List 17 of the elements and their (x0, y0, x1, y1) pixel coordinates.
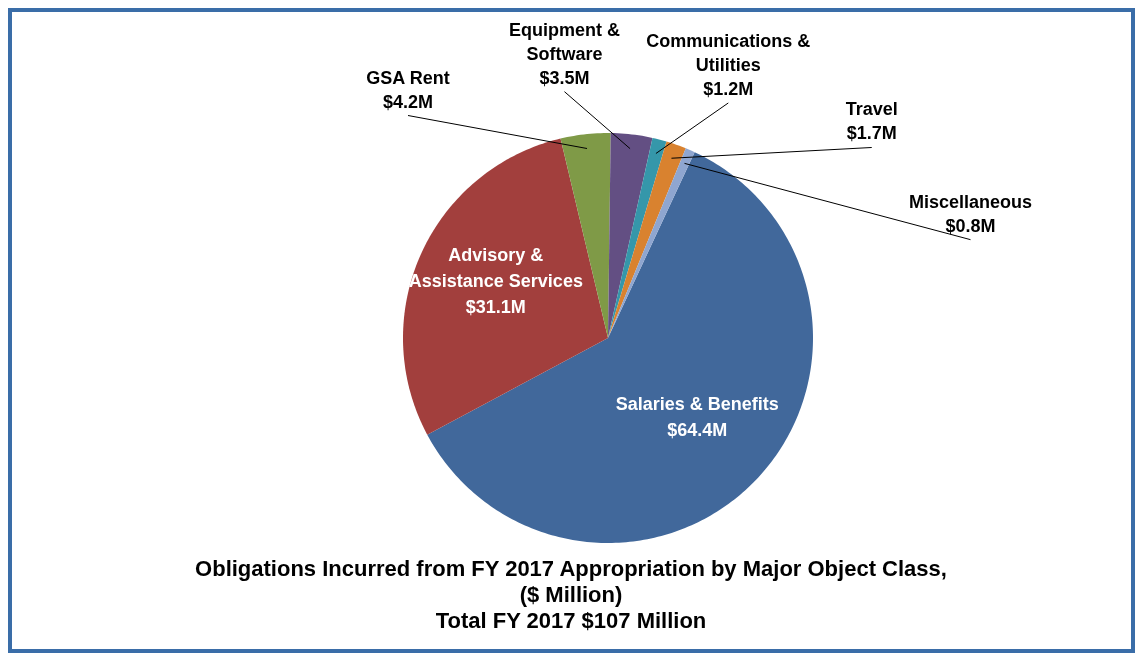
data-label: $64.4M (667, 419, 728, 440)
slice-label: Equipment & Software (508, 19, 620, 64)
text: Total FY 2017 $107 Million (435, 608, 707, 633)
slice-label: Communications & Utilities (646, 30, 811, 75)
pie-slice (403, 138, 608, 435)
text: Obligations Incurred from FY 2017 Appropriation by Major Object Class, ($ Million) (195, 556, 947, 607)
data-label: $4.2M (382, 91, 434, 112)
data-label: $0.8M (945, 215, 996, 236)
pie-slice (608, 133, 653, 338)
slice-label: Travel (845, 99, 898, 120)
data-label: $1.7M (846, 123, 897, 144)
slice-label: Miscellaneous (909, 191, 1033, 212)
data-label: $3.5M (539, 67, 590, 88)
data-label: $1.2M (703, 78, 754, 99)
slice-label: Salaries & Benefits (615, 393, 779, 414)
slice-label: GSA Rent (366, 67, 450, 88)
data-label: $31.1M (465, 297, 526, 318)
